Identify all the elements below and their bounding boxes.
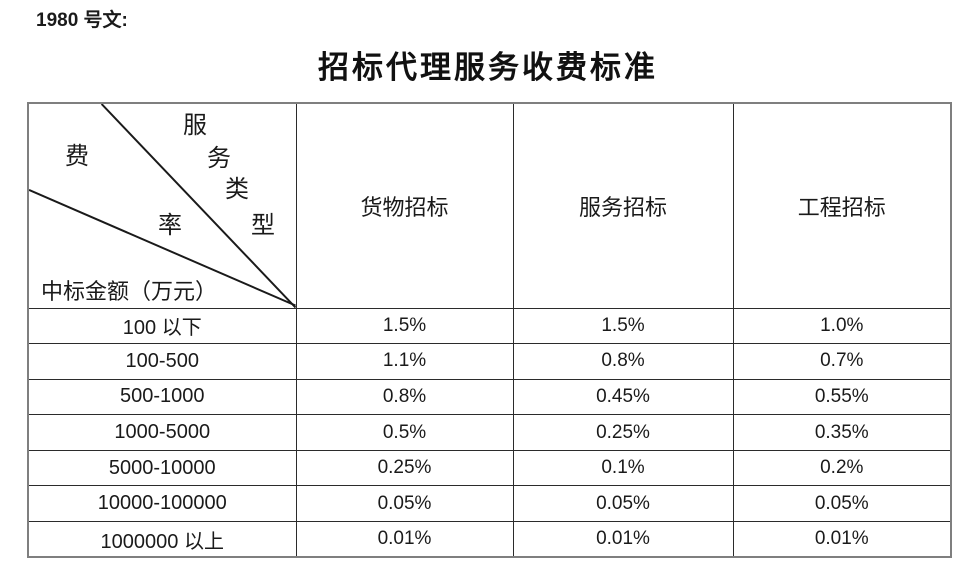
table-row: 10000-100000 0.05% 0.05% 0.05% <box>27 485 952 523</box>
rate-cell: 0.1% <box>512 449 734 487</box>
header-row: 服 务 类 型 费 率 中标金额（万元） 货物招标 服务招标 工程招标 <box>27 102 952 309</box>
amount-range-cell: 500-1000 <box>27 378 297 416</box>
column-header-engineering-bidding: 工程招标 <box>732 102 952 309</box>
fee-table: 服 务 类 型 费 率 中标金额（万元） 货物招标 服务招标 工程招标 100 … <box>27 102 952 559</box>
rate-cell: 0.01% <box>295 521 514 558</box>
amount-range-cell: 10000-100000 <box>27 485 297 523</box>
rate-cell: 0.05% <box>512 485 734 523</box>
corner-service-type-char: 务 <box>207 146 231 172</box>
table-row: 1000000 以上 0.01% 0.01% 0.01% <box>27 521 952 558</box>
rate-cell: 0.25% <box>295 449 514 487</box>
table-row: 100-500 1.1% 0.8% 0.7% <box>27 343 952 380</box>
amount-range-cell: 5000-10000 <box>27 449 297 487</box>
rate-cell: 0.05% <box>295 485 514 523</box>
rate-cell: 0.35% <box>732 414 952 451</box>
doc-reference: 1980 号文: <box>36 10 128 31</box>
rate-cell: 0.5% <box>295 414 514 451</box>
table-row: 100 以下 1.5% 1.5% 1.0% <box>27 307 952 345</box>
corner-fee-rate-char: 费 <box>65 144 89 170</box>
rate-cell: 1.1% <box>295 343 514 380</box>
rate-cell: 1.5% <box>295 307 514 345</box>
corner-fee-rate-char: 率 <box>158 213 182 239</box>
amount-range-cell: 1000000 以上 <box>27 521 297 558</box>
diagonal-line-upper <box>100 104 296 308</box>
diagonal-line-lower <box>29 189 296 307</box>
rate-cell: 0.8% <box>512 343 734 380</box>
rate-cell: 0.01% <box>512 521 734 558</box>
amount-range-cell: 1000-5000 <box>27 414 297 451</box>
rate-cell: 0.7% <box>732 343 952 380</box>
rate-cell: 0.8% <box>295 378 514 416</box>
table-row: 1000-5000 0.5% 0.25% 0.35% <box>27 414 952 451</box>
table-row: 500-1000 0.8% 0.45% 0.55% <box>27 378 952 416</box>
rate-cell: 0.2% <box>732 449 952 487</box>
table-row: 5000-10000 0.25% 0.1% 0.2% <box>27 449 952 487</box>
corner-header-cell: 服 务 类 型 费 率 中标金额（万元） <box>27 102 297 309</box>
corner-service-type-char: 服 <box>183 113 207 139</box>
amount-range-cell: 100 以下 <box>27 307 297 345</box>
corner-service-type-char: 类 <box>225 177 249 203</box>
rate-cell: 0.55% <box>732 378 952 416</box>
corner-diagonals <box>29 104 296 308</box>
page-title: 招标代理服务收费标准 <box>318 50 658 85</box>
corner-amount-label: 中标金额（万元） <box>41 279 218 304</box>
column-header-goods-bidding: 货物招标 <box>295 102 514 309</box>
amount-range-cell: 100-500 <box>27 343 297 380</box>
rate-cell: 0.01% <box>732 521 952 558</box>
rate-cell: 1.5% <box>512 307 734 345</box>
rate-cell: 0.05% <box>732 485 952 523</box>
column-header-service-bidding: 服务招标 <box>512 102 734 309</box>
rate-cell: 0.45% <box>512 378 734 416</box>
rate-cell: 0.25% <box>512 414 734 451</box>
corner-service-type-char: 型 <box>251 213 275 239</box>
rate-cell: 1.0% <box>732 307 952 345</box>
